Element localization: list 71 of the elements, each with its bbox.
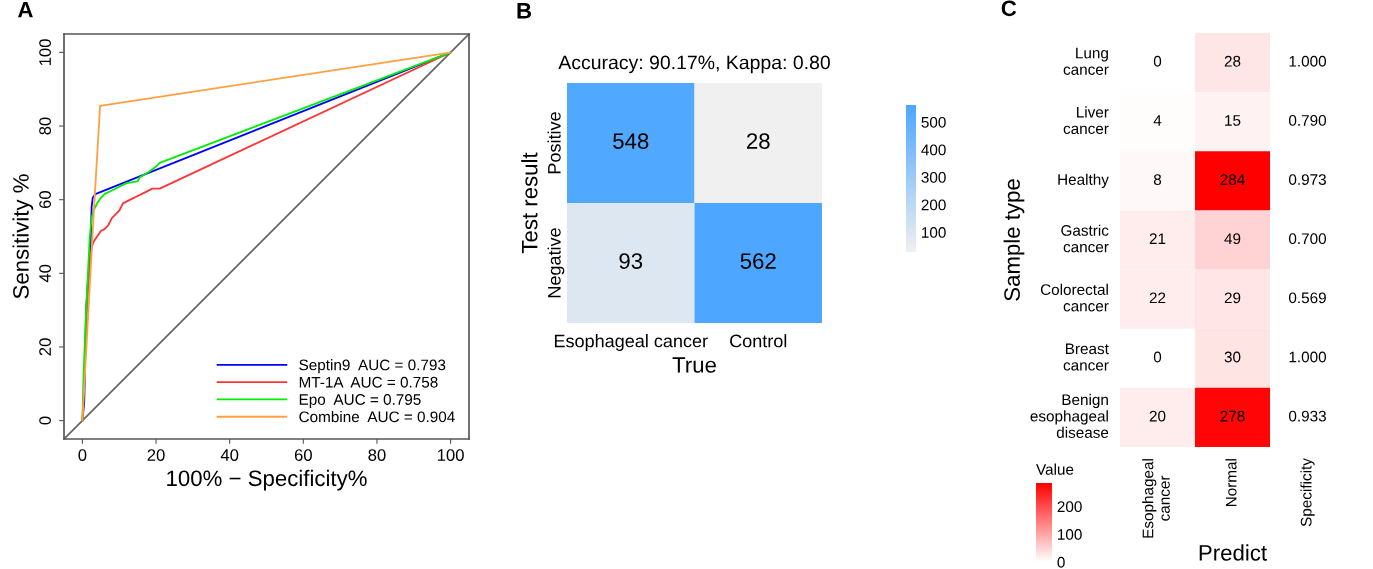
x-tick-label: Specificity: [1300, 458, 1315, 527]
y-tick-label: 40: [39, 264, 51, 283]
text: C: [1001, 0, 1017, 17]
color-bar-label: 200: [921, 199, 946, 211]
data-label: 0: [1153, 55, 1162, 67]
y-tick-label: Healthy: [1058, 173, 1109, 188]
x-tick-label: Control: [730, 334, 787, 348]
data-label: 22: [1149, 292, 1166, 304]
legend-label: Septin9 AUC = 0.793: [299, 359, 446, 374]
y-tick-label: Breast cancer: [1063, 343, 1109, 371]
x-tick-label: 20: [147, 449, 165, 461]
text: B: [517, 3, 532, 19]
data-label: 21: [1149, 233, 1166, 244]
data-label: 28: [1224, 55, 1241, 67]
y-tick-label: Gastric cancer: [1061, 224, 1109, 253]
y-tick-label: Lung cancer: [1063, 47, 1109, 75]
y-tick-label: Colorectal cancer: [1040, 283, 1109, 312]
color-bar-label: 100: [922, 227, 946, 238]
x-tick-label: Esophageal cancer: [1142, 459, 1170, 538]
x-axis-title: Predict: [1199, 544, 1267, 561]
x-tick-label: Normal: [1225, 459, 1237, 507]
color-bar-label: 300: [921, 171, 946, 183]
y-axis-title: Sample type: [1003, 179, 1025, 301]
data-label: 0: [1153, 351, 1162, 363]
x-tick-label: 80: [368, 449, 386, 461]
text: 1.000: [1289, 351, 1327, 363]
data-label: 284: [1220, 174, 1245, 185]
y-axis-title: Sensitivity %: [12, 174, 34, 299]
text: 0.933: [1288, 410, 1326, 422]
x-tick-label: 40: [220, 449, 239, 461]
y-axis-title: Test result: [521, 152, 538, 254]
color-bar-title: Value: [1036, 463, 1074, 475]
y-tick-label: 100: [39, 39, 51, 66]
x-tick-label: 60: [294, 449, 312, 461]
y-tick-label: Positive: [547, 112, 561, 174]
data-label: 548: [613, 133, 649, 149]
x-axis-title: 100% − Specificity%: [167, 469, 367, 491]
data-label: 15: [1225, 115, 1241, 126]
legend-label: Combine AUC = 0.904: [299, 411, 455, 423]
x-tick-label: 100: [437, 449, 464, 461]
data-label: 28: [747, 133, 770, 149]
data-label: 29: [1224, 292, 1241, 304]
text: 0.700: [1288, 233, 1327, 245]
data-label: 278: [1220, 410, 1245, 422]
y-tick-label: 80: [39, 117, 51, 135]
data-label: 8: [1153, 174, 1162, 185]
data-label: 562: [740, 253, 776, 269]
data-label: 4: [1153, 115, 1162, 126]
color-bar-label: 200: [1057, 501, 1082, 513]
x-tick-label: Esophageal cancer: [554, 334, 708, 351]
text: A: [17, 1, 33, 18]
x-tick-label: 0: [78, 449, 87, 461]
text: 0.973: [1288, 174, 1326, 185]
legend-label: Epo AUC = 0.795: [299, 394, 421, 408]
color-bar-label: 500: [921, 116, 946, 128]
text: 0.790: [1288, 115, 1327, 126]
legend-label: MT-1A AUC = 0.758: [299, 376, 438, 388]
data-label: 93: [619, 253, 643, 269]
y-tick-label: Liver cancer: [1063, 106, 1109, 135]
y-tick-label: 0: [39, 416, 51, 425]
x-axis-title: True: [672, 357, 716, 373]
text: 0.569: [1288, 292, 1326, 304]
y-tick-label: 60: [39, 191, 51, 209]
color-bar-label: 400: [921, 144, 946, 156]
data-label: 20: [1149, 410, 1166, 422]
y-tick-label: Negative: [547, 228, 565, 298]
text: 1.000: [1289, 55, 1327, 67]
chart-title: Accuracy: 90.17%, Kappa: 0.80: [558, 55, 830, 74]
data-label: 49: [1224, 233, 1241, 245]
data-label: 30: [1224, 351, 1241, 363]
y-tick-label: Benign esophageal disease: [1030, 393, 1109, 438]
